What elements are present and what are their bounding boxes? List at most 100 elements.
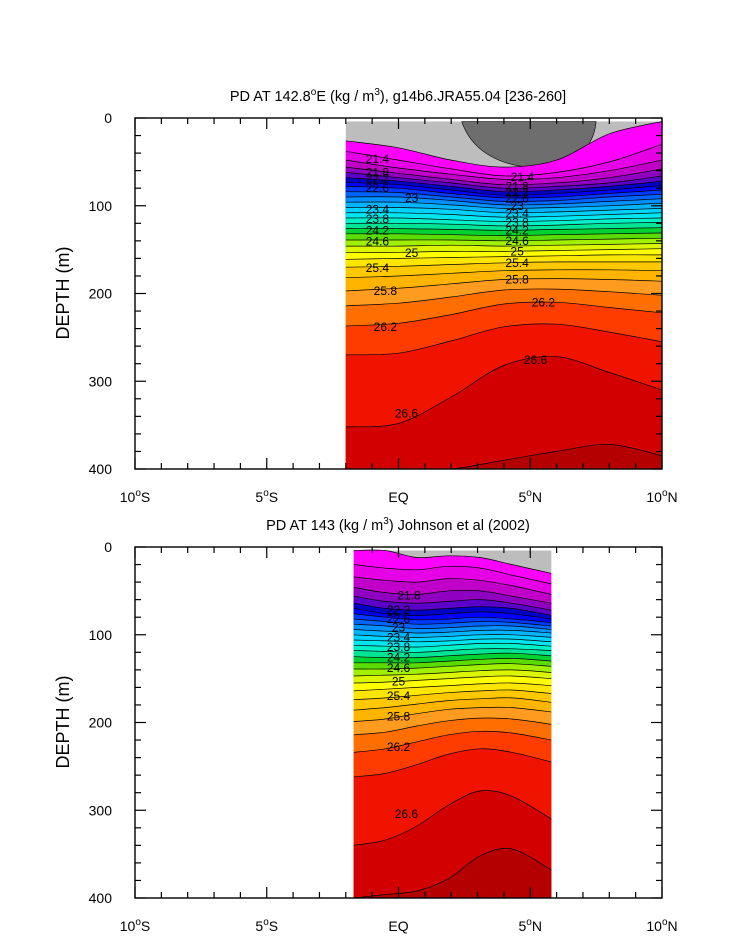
isopycnal-24.4 (345, 232, 662, 236)
isopycnal-25.2 (353, 682, 552, 692)
y-tick-label: 200 (89, 286, 113, 302)
isopycnal-24.2 (353, 652, 552, 659)
x-tick-label: 10oN (646, 488, 677, 505)
contour-label: 22.6 (366, 181, 390, 195)
isopycnal-26.6 (353, 790, 552, 846)
isopycnal-25.4 (345, 261, 662, 268)
contour-label: 22.2 (387, 603, 411, 617)
isopycnal-22.6 (353, 613, 552, 623)
isopycnal-23.4 (353, 634, 552, 638)
y-tick-label: 400 (89, 890, 113, 906)
contour-label: 24.6 (366, 235, 390, 249)
isopycnal-23.8 (353, 642, 552, 648)
isopycnal-23.8 (345, 217, 662, 222)
isopycnal-22.2 (345, 177, 662, 193)
contour-label: 23.4 (505, 207, 529, 221)
isopycnal-21.2 (345, 121, 662, 168)
x-tick-label: 10oN (646, 917, 677, 934)
isopycnal-25.6 (353, 697, 552, 711)
isopycnal-24.8 (345, 243, 662, 247)
isopycnal-21.8 (353, 587, 552, 604)
isopycnal-25.8 (353, 706, 552, 722)
contour-label: 26.6 (395, 407, 419, 421)
contour-label: 26.2 (374, 320, 398, 334)
contour-label: 26.2 (387, 740, 411, 754)
contour-label: 23.4 (387, 630, 411, 644)
isopycnal-22.8 (345, 191, 662, 202)
isopycnal-26.2 (345, 301, 662, 327)
isopycnal-26.2 (353, 730, 552, 753)
isopycnal-26.8 (353, 847, 552, 898)
contour-label: 25.8 (505, 272, 529, 286)
isopycnal-22 (345, 172, 662, 189)
x-tick-label: EQ (388, 489, 408, 505)
contour-label: 23.8 (366, 212, 390, 226)
isopycnal-26 (353, 717, 552, 736)
isopycnal-21.4 (353, 564, 552, 585)
y-tick-label: 0 (104, 539, 112, 555)
isopycnal-21.4 (345, 143, 662, 177)
x-tick-label: 5oS (255, 917, 278, 934)
isopycnal-22.8 (353, 618, 552, 627)
y-tick-label: 300 (89, 373, 113, 389)
isopycnal-23.2 (353, 629, 552, 634)
isopycnal-25.6 (345, 269, 662, 279)
isopycnal-23.2 (345, 201, 662, 209)
isopycnal-24.6 (353, 663, 552, 670)
contour-label: 24.2 (366, 223, 390, 237)
x-tick-label: 5oN (519, 917, 542, 934)
contour-label: 25 (405, 246, 419, 260)
density-band-26.8 (345, 444, 662, 469)
contour-label: 25.4 (505, 256, 529, 270)
isopycnal-26.8 (345, 444, 662, 469)
contour-label: 26.2 (532, 295, 556, 309)
contour-label: 25.8 (374, 284, 398, 298)
y-tick-label: 300 (89, 802, 113, 818)
panel-2-isopycnals (353, 549, 552, 898)
contour-label: 22.2 (505, 186, 529, 200)
isopycnal-23.6 (345, 212, 662, 218)
isopycnal-22.4 (345, 181, 662, 196)
isopycnal-24 (345, 222, 662, 227)
x-tick-label: 5oN (519, 488, 542, 505)
y-tick-label: 200 (89, 715, 113, 731)
isopycnal-24.2 (345, 227, 662, 231)
isopycnal-25.2 (345, 254, 662, 260)
isopycnal-26.4 (353, 748, 552, 778)
isopycnal-25 (345, 248, 662, 253)
x-tick-label: EQ (388, 918, 408, 934)
x-tick-label: 10oS (120, 488, 150, 505)
isopycnal-21.6 (345, 159, 662, 180)
isopycnal-22.4 (353, 608, 552, 620)
isopycnal-23.6 (353, 638, 552, 643)
contour-label: 23 (405, 191, 419, 205)
isopycnal-24.6 (345, 237, 662, 242)
y-tick-label: 100 (89, 627, 113, 643)
isopycnal-26.6 (345, 356, 662, 428)
panel-2-axis-ticks: 0 100 200 300 400 10oS 5oS EQ 5oN 10oN (89, 539, 678, 934)
contour-label: 25.8 (387, 709, 411, 723)
contour-label: 25 (510, 244, 524, 258)
contour-label: 21.8 (397, 588, 421, 602)
isopycnal-23 (353, 623, 552, 630)
isopycnal-24.4 (353, 657, 552, 664)
contour-label: 23.4 (366, 202, 390, 216)
isopycnal-21.6 (353, 576, 552, 595)
isopycnal-25.4 (353, 689, 552, 701)
isopycnal-26.4 (345, 323, 662, 356)
isopycnal-21.2 (353, 549, 552, 574)
contour-label: 24.6 (505, 234, 529, 248)
contour-label: 23.8 (505, 215, 529, 229)
panel-2-title: PD AT 143 (kg / m3) Johnson et al (2002) (266, 516, 530, 534)
contour-label: 24.2 (505, 223, 529, 237)
panel-1-axis-ticks: 0 100 200 300 400 10oS 5oS EQ 5oN 10oN (89, 110, 678, 505)
isopycnal-23.4 (345, 207, 662, 214)
isopycnal-26 (345, 288, 662, 307)
contour-label: 21.4 (366, 152, 390, 166)
isopycnal-24.8 (353, 669, 552, 677)
isopycnal-21.8 (345, 166, 662, 186)
contour-label: 23 (510, 199, 524, 213)
y-tick-label: 100 (89, 198, 113, 214)
contour-label: 21.8 (366, 165, 390, 179)
